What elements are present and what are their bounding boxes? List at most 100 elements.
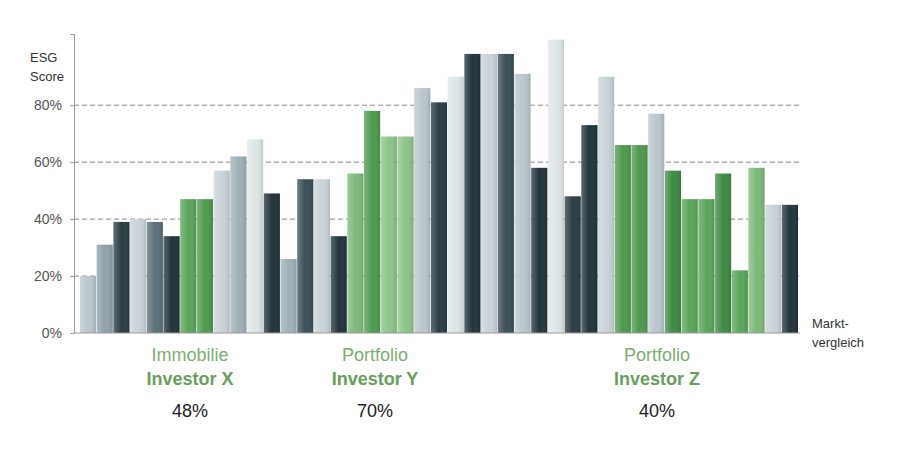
- bar: [682, 199, 698, 333]
- y-axis-line: [70, 35, 75, 334]
- chart: 0% 20% 40% 60% 80% ESGScore Markt-vergleich Imm…: [0, 0, 908, 454]
- bar: [481, 54, 497, 333]
- bar: [80, 276, 96, 333]
- bar-shading: [632, 145, 648, 333]
- bar: [398, 137, 414, 333]
- bar: [765, 205, 781, 333]
- bar-shading: [331, 236, 347, 333]
- bar-shading: [113, 222, 129, 333]
- bar-shading: [297, 179, 313, 333]
- bar-shading: [732, 270, 748, 333]
- bar: [632, 145, 648, 333]
- bar: [464, 54, 480, 333]
- bar-shading: [398, 137, 414, 333]
- bar-shading: [414, 88, 430, 333]
- bar: [314, 179, 330, 333]
- bar-shading: [665, 171, 681, 333]
- annotation-name: Investor Y: [332, 369, 419, 389]
- annotation-score: 48%: [172, 401, 208, 421]
- bar-shading: [264, 193, 280, 333]
- tick: 40%: [34, 211, 74, 227]
- bar-shading: [715, 174, 731, 333]
- bar: [531, 168, 547, 333]
- bar-shading: [448, 77, 464, 333]
- bar: [264, 193, 280, 333]
- bar: [565, 196, 581, 333]
- bar-shading: [464, 54, 480, 333]
- annotation-score: 70%: [357, 401, 393, 421]
- bar-shading: [749, 168, 765, 333]
- bar-shading: [648, 114, 664, 333]
- annotation-score: 40%: [639, 401, 675, 421]
- bar: [715, 174, 731, 333]
- bar: [97, 245, 113, 333]
- tick-label: 0%: [42, 325, 62, 341]
- bar: [331, 236, 347, 333]
- bar-shading: [314, 179, 330, 333]
- tick-mark: [70, 219, 74, 220]
- bar: [164, 236, 180, 333]
- bar-shading: [180, 199, 196, 333]
- bar: [548, 40, 564, 333]
- bar: [498, 54, 514, 333]
- bar: [381, 137, 397, 333]
- bar-shading: [130, 219, 146, 333]
- bar: [247, 139, 263, 333]
- bar-shading: [164, 236, 180, 333]
- bar: [113, 222, 129, 333]
- bar: [515, 74, 531, 333]
- bar-shading: [197, 199, 213, 333]
- bar-shading: [381, 137, 397, 333]
- tick-label: 80%: [34, 97, 62, 113]
- tick: 80%: [34, 97, 74, 113]
- bar: [698, 199, 714, 333]
- bar: [347, 174, 363, 333]
- bar: [180, 199, 196, 333]
- bar: [281, 259, 297, 333]
- tick-mark: [70, 276, 74, 277]
- bar-shading: [347, 174, 363, 333]
- bar: [732, 270, 748, 333]
- bar-shading: [615, 145, 631, 333]
- x-axis-line: [74, 333, 800, 334]
- y-axis-title: ESGScore: [30, 50, 64, 84]
- tick-label: 60%: [34, 154, 62, 170]
- bar: [197, 199, 213, 333]
- annotation-title: Immobilie: [151, 345, 228, 365]
- bar: [448, 77, 464, 333]
- x-axis-title: Markt-vergleich: [812, 316, 864, 350]
- tick: 20%: [34, 268, 74, 284]
- bar: [598, 77, 614, 333]
- bar-shading: [80, 276, 96, 333]
- bar: [581, 125, 597, 333]
- bar-shading: [682, 199, 698, 333]
- bar-shading: [481, 54, 497, 333]
- bar-shading: [598, 77, 614, 333]
- bar-shading: [531, 168, 547, 333]
- bar-shading: [281, 259, 297, 333]
- bars: [80, 40, 798, 333]
- annotation-name: Investor X: [146, 369, 233, 389]
- annotations: Immobilie Investor X 48% Portfolio Investor …: [146, 345, 700, 421]
- tick-mark: [70, 105, 74, 106]
- bar-shading: [364, 111, 380, 333]
- bar-shading: [565, 196, 581, 333]
- annotation-title: Portfolio: [342, 345, 408, 365]
- annotation-name: Investor Z: [614, 369, 700, 389]
- bar-shading: [214, 171, 230, 333]
- bar-shading: [97, 245, 113, 333]
- bar-shading: [515, 74, 531, 333]
- tick: 0%: [42, 325, 74, 341]
- tick-label: 20%: [34, 268, 62, 284]
- bar-shading: [230, 156, 246, 333]
- bar: [130, 219, 146, 333]
- bar: [297, 179, 313, 333]
- bar: [431, 102, 447, 333]
- tick-mark: [70, 333, 74, 334]
- bar: [147, 222, 163, 333]
- tick-mark: [70, 162, 74, 163]
- bar-shading: [782, 205, 798, 333]
- bar-shading: [147, 222, 163, 333]
- tick: 60%: [34, 154, 74, 170]
- bar-shading: [698, 199, 714, 333]
